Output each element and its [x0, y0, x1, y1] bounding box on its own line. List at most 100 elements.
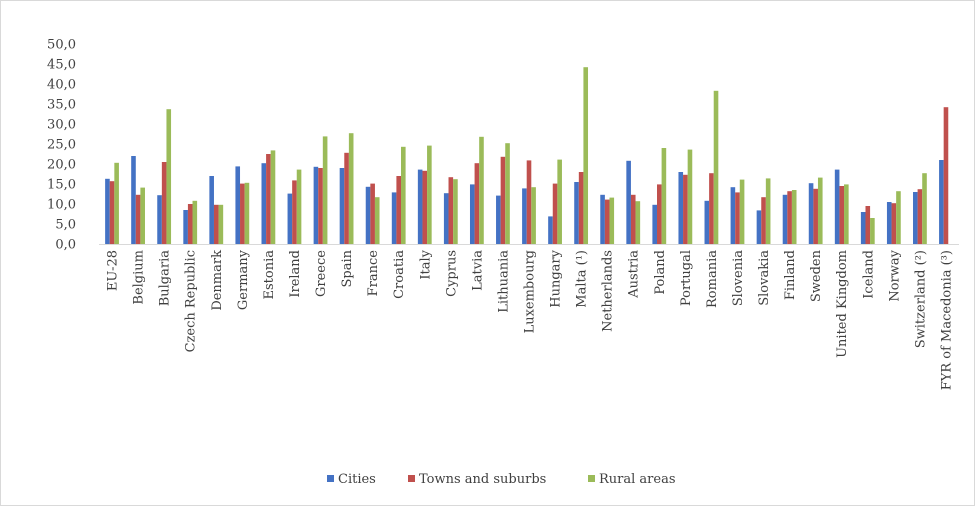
bar — [735, 192, 740, 244]
bar — [135, 194, 141, 244]
bar — [896, 191, 901, 244]
bar — [240, 183, 245, 244]
bar — [557, 159, 562, 244]
bar — [922, 173, 927, 244]
bar — [365, 186, 371, 244]
bar — [730, 187, 736, 244]
y-tick-label: 25,0 — [47, 138, 76, 153]
bar — [313, 166, 319, 244]
bar — [817, 177, 823, 244]
bar — [500, 156, 506, 244]
x-tick-label: Portugal — [679, 250, 694, 306]
bar — [261, 163, 267, 244]
bar — [600, 194, 605, 244]
legend: Cities Towns and suburbs Rural areas — [327, 472, 676, 487]
y-tick-label: 50,0 — [47, 38, 76, 53]
bar — [683, 174, 688, 244]
bar — [626, 160, 631, 244]
bar — [218, 204, 224, 244]
x-tick-label: Lithuania — [496, 250, 511, 313]
bar — [443, 193, 449, 244]
bar — [109, 181, 115, 244]
bar — [161, 162, 167, 244]
x-tick-label: Romania — [705, 250, 720, 308]
bar — [427, 145, 432, 244]
x-tick-label: Norway — [887, 249, 902, 301]
bar — [583, 67, 589, 244]
bar — [474, 163, 480, 244]
bar — [548, 216, 553, 244]
bar — [787, 191, 792, 244]
bar — [578, 172, 584, 244]
x-tick-label: Belgium — [132, 250, 147, 305]
bar — [339, 168, 345, 244]
bar — [391, 192, 397, 244]
x-tick-label: Latvia — [470, 250, 485, 291]
bar — [839, 186, 845, 244]
bar — [417, 169, 423, 244]
bar — [496, 195, 501, 244]
bar — [657, 184, 662, 244]
bar — [505, 143, 510, 244]
bar — [287, 193, 293, 244]
x-tick-label: Luxembourg — [523, 250, 538, 333]
x-tick-label: United Kingdom — [835, 250, 850, 358]
bar — [522, 188, 527, 244]
y-tick-label: 15,0 — [47, 178, 76, 193]
bar — [791, 190, 797, 244]
bar — [213, 204, 219, 244]
bar — [870, 218, 875, 244]
x-tick-label: Poland — [653, 250, 668, 295]
bar — [939, 160, 944, 244]
y-axis: 0,0 5,0 10,0 15,0 20,0 25,0 30,0 35,0 40,0 45,0 50… — [47, 38, 76, 253]
bar — [756, 210, 762, 244]
x-tick-label: Italy — [418, 249, 433, 279]
bar — [709, 173, 714, 244]
bar — [270, 150, 276, 244]
x-tick-label: Czech Republic — [184, 250, 199, 352]
y-tick-label: 40,0 — [47, 78, 76, 93]
bar — [318, 168, 323, 244]
bar — [140, 187, 145, 244]
bar — [114, 162, 119, 244]
x-tick-label: FYR of Macedonia (³) — [939, 250, 954, 390]
x-tick-label: Ireland — [288, 250, 303, 298]
bar — [235, 166, 241, 244]
y-tick-label: 20,0 — [47, 158, 76, 173]
bar — [917, 189, 923, 244]
bar — [860, 212, 866, 244]
bar — [630, 194, 636, 244]
bar — [635, 201, 641, 244]
y-tick-label: 45,0 — [47, 58, 76, 73]
bar — [244, 182, 250, 244]
x-tick-label: Sweden — [809, 249, 824, 302]
bar — [782, 194, 788, 244]
bar — [344, 152, 349, 244]
x-tick-label: Croatia — [392, 250, 407, 299]
x-tick-label: France — [366, 250, 381, 297]
legend-label: Rural areas — [599, 472, 676, 487]
bar — [704, 200, 710, 244]
bar — [374, 197, 380, 244]
bar — [574, 182, 579, 244]
bar — [609, 197, 615, 244]
y-tick-label: 30,0 — [47, 118, 76, 133]
x-tick-label: Finland — [783, 250, 798, 300]
bar — [401, 146, 406, 244]
bar — [765, 178, 771, 244]
bar — [396, 176, 401, 244]
bar — [192, 200, 198, 244]
bar — [348, 133, 354, 244]
bar — [479, 136, 484, 244]
x-tick-label: Malta (¹) — [575, 250, 590, 308]
bar — [661, 148, 667, 244]
x-tick-label: Bulgaria — [158, 250, 173, 307]
bar — [687, 149, 693, 244]
y-tick-label: 35,0 — [47, 98, 76, 113]
x-tick-label: Switzerland (²) — [913, 250, 928, 348]
bar — [453, 179, 458, 244]
bar — [266, 154, 271, 244]
bar — [652, 204, 657, 244]
